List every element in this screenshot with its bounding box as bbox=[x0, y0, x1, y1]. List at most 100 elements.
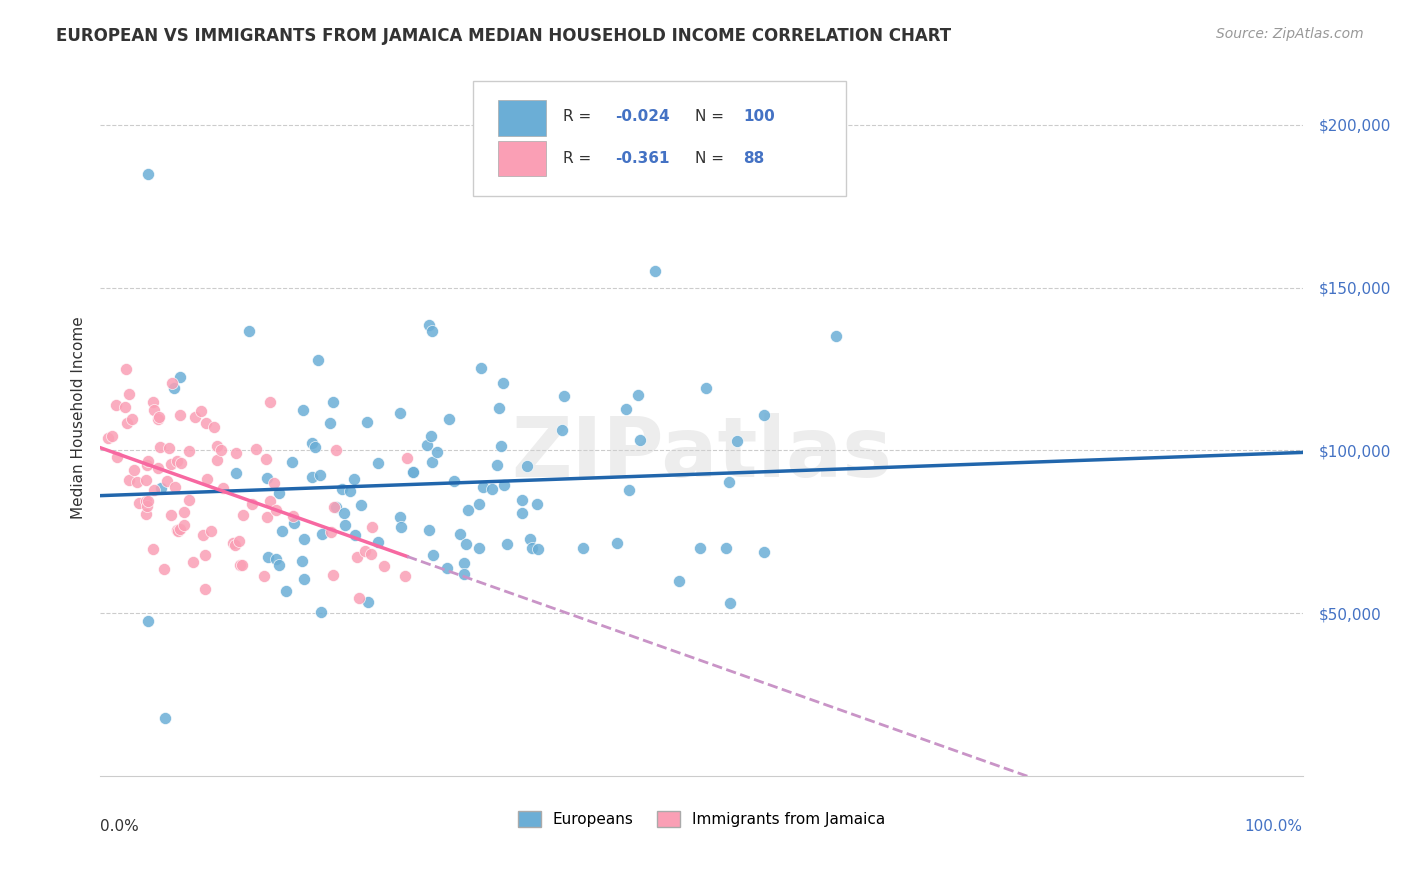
Point bbox=[309, 468, 332, 483]
Point bbox=[333, 506, 356, 520]
Point bbox=[135, 507, 157, 521]
Point bbox=[245, 442, 267, 457]
Point bbox=[304, 440, 326, 454]
Text: R =: R = bbox=[562, 151, 596, 166]
Point bbox=[492, 478, 515, 492]
Point bbox=[190, 404, 212, 418]
Point bbox=[96, 431, 118, 445]
Point bbox=[367, 456, 389, 470]
Point bbox=[105, 450, 128, 465]
Point bbox=[240, 497, 263, 511]
Point bbox=[419, 429, 441, 443]
Point bbox=[138, 454, 160, 468]
Point bbox=[194, 582, 217, 596]
Point bbox=[644, 264, 666, 278]
Point bbox=[291, 403, 314, 417]
Point bbox=[426, 445, 449, 459]
Point bbox=[527, 542, 550, 557]
Point bbox=[200, 524, 222, 538]
Point bbox=[101, 429, 124, 443]
Point bbox=[160, 457, 183, 471]
Point bbox=[354, 544, 377, 558]
Point bbox=[128, 495, 150, 509]
Point bbox=[259, 494, 281, 508]
Point bbox=[689, 541, 711, 555]
Point bbox=[572, 541, 595, 555]
Text: -0.361: -0.361 bbox=[614, 151, 669, 166]
Point bbox=[266, 552, 288, 566]
FancyBboxPatch shape bbox=[498, 100, 547, 136]
Text: R =: R = bbox=[562, 110, 596, 124]
Point bbox=[267, 486, 290, 500]
Point bbox=[346, 550, 368, 565]
Point bbox=[401, 465, 423, 479]
Text: 0.0%: 0.0% bbox=[100, 819, 139, 834]
Point bbox=[357, 595, 380, 609]
Point bbox=[402, 465, 425, 479]
Point bbox=[149, 441, 172, 455]
Text: ZIPatlas: ZIPatlas bbox=[510, 413, 891, 494]
Point bbox=[259, 394, 281, 409]
Point bbox=[167, 524, 190, 538]
Point bbox=[389, 510, 412, 524]
Point bbox=[179, 444, 201, 458]
Point bbox=[256, 550, 278, 565]
Point bbox=[138, 494, 160, 508]
Point bbox=[169, 408, 191, 422]
Point bbox=[142, 542, 165, 557]
Point bbox=[146, 412, 169, 426]
Point bbox=[449, 527, 471, 541]
Point bbox=[453, 556, 475, 570]
Point bbox=[163, 381, 186, 395]
Point bbox=[152, 562, 174, 576]
Point bbox=[360, 547, 382, 561]
Y-axis label: Median Household Income: Median Household Income bbox=[72, 317, 86, 519]
Point bbox=[181, 555, 204, 569]
Point bbox=[396, 451, 419, 466]
Point bbox=[553, 389, 575, 403]
Point bbox=[121, 412, 143, 426]
Point bbox=[422, 548, 444, 562]
Text: EUROPEAN VS IMMIGRANTS FROM JAMAICA MEDIAN HOUSEHOLD INCOME CORRELATION CHART: EUROPEAN VS IMMIGRANTS FROM JAMAICA MEDI… bbox=[56, 27, 952, 45]
Point bbox=[146, 460, 169, 475]
Point bbox=[443, 475, 465, 489]
Point bbox=[254, 451, 277, 466]
Point bbox=[270, 524, 292, 539]
Text: N =: N = bbox=[696, 151, 730, 166]
Point bbox=[436, 561, 458, 575]
Point bbox=[173, 517, 195, 532]
Point bbox=[115, 362, 138, 376]
Point bbox=[617, 483, 640, 498]
Point bbox=[170, 456, 193, 470]
Point bbox=[256, 471, 278, 485]
Point bbox=[225, 466, 247, 480]
Point bbox=[209, 442, 232, 457]
Point bbox=[136, 615, 159, 629]
Text: N =: N = bbox=[696, 110, 730, 124]
Point bbox=[224, 538, 246, 552]
Point bbox=[229, 558, 252, 572]
Text: 100: 100 bbox=[744, 110, 775, 124]
Point bbox=[143, 483, 166, 498]
Point bbox=[307, 352, 329, 367]
Point bbox=[292, 572, 315, 586]
Point bbox=[202, 419, 225, 434]
Point bbox=[695, 381, 717, 395]
Point bbox=[339, 484, 361, 499]
Point bbox=[142, 403, 165, 417]
Point bbox=[488, 401, 510, 415]
Point bbox=[470, 360, 492, 375]
Text: 88: 88 bbox=[744, 151, 765, 166]
Point bbox=[322, 567, 344, 582]
Point bbox=[322, 394, 344, 409]
Point bbox=[437, 411, 460, 425]
Point bbox=[325, 442, 347, 457]
Point bbox=[264, 503, 287, 517]
Point bbox=[718, 475, 741, 490]
Point bbox=[420, 324, 443, 338]
Point bbox=[356, 415, 378, 429]
Point bbox=[301, 436, 323, 450]
Point bbox=[628, 433, 651, 447]
Text: -0.024: -0.024 bbox=[614, 110, 669, 124]
Point bbox=[301, 470, 323, 484]
